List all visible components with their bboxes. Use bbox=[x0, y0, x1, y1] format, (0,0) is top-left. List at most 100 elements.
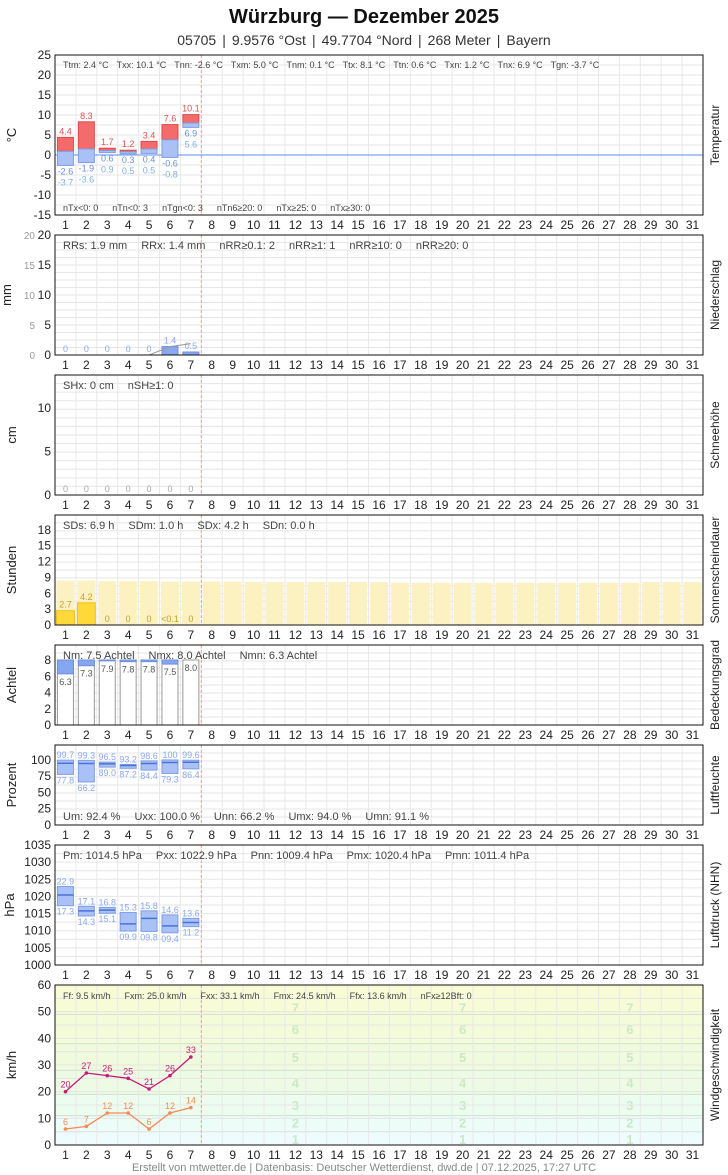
pressure-range-bar bbox=[140, 910, 158, 932]
clear-sky-bar bbox=[77, 659, 95, 667]
precip-label: 0 bbox=[63, 344, 68, 354]
y-tick-label: 50 bbox=[38, 785, 52, 799]
max-label: 99.6 bbox=[182, 750, 200, 760]
cloud-label: 7.8 bbox=[143, 665, 156, 675]
x-tick-label: 13 bbox=[310, 728, 324, 742]
x-tick-label: 3 bbox=[104, 498, 111, 512]
wind-point bbox=[84, 1124, 89, 1129]
stats-top: SHx: 0 cm nSH≥1: 0 bbox=[63, 380, 174, 392]
y-tick-label: 1010 bbox=[24, 924, 51, 938]
x-tick-label: 28 bbox=[623, 218, 637, 232]
possible-sunshine-bar bbox=[181, 581, 200, 625]
y-tick-label: 4 bbox=[44, 686, 51, 700]
possible-sunshine-bar bbox=[579, 582, 598, 625]
wind-point bbox=[63, 1089, 68, 1094]
stat-item: nTx<0: 0 bbox=[63, 203, 98, 213]
wind-point bbox=[63, 1127, 68, 1131]
x-tick-label: 30 bbox=[665, 1148, 679, 1162]
x-tick-label: 24 bbox=[540, 498, 554, 512]
possible-sunshine-bar bbox=[537, 582, 556, 625]
sunshine-bar bbox=[76, 602, 96, 626]
pressure-range-bar bbox=[56, 885, 74, 907]
x-tick-label: 25 bbox=[560, 218, 574, 232]
x-tick-label: 26 bbox=[581, 498, 595, 512]
x-tick-label: 29 bbox=[644, 728, 658, 742]
x-tick-label: 25 bbox=[560, 628, 574, 642]
x-tick-label: 17 bbox=[393, 628, 407, 642]
snow-label: 0 bbox=[188, 484, 193, 494]
x-tick-label: 29 bbox=[644, 358, 658, 372]
beaufort-number: 2 bbox=[626, 1115, 633, 1130]
x-tick-label: 8 bbox=[208, 358, 215, 372]
x-tick-label: 2 bbox=[83, 968, 90, 982]
y-axis-label: mm bbox=[0, 284, 14, 306]
x-tick-label: 13 bbox=[310, 218, 324, 232]
x-tick-label: 9 bbox=[229, 218, 236, 232]
panel-side-label: Schneehöhe bbox=[708, 401, 722, 469]
y-tick-label: 10 bbox=[38, 288, 52, 302]
x-tick-label: 8 bbox=[208, 218, 215, 232]
x-tick-label: 3 bbox=[104, 968, 111, 982]
x-tick-label: 21 bbox=[477, 1148, 491, 1162]
possible-sunshine-bar bbox=[265, 582, 284, 625]
precip-bar bbox=[161, 346, 179, 356]
x-tick-label: 14 bbox=[331, 1148, 345, 1162]
x-tick-label: 21 bbox=[477, 728, 491, 742]
y-tick-label: 0 bbox=[44, 488, 51, 502]
temp-min-bar bbox=[161, 139, 179, 158]
x-tick-label: 10 bbox=[247, 498, 261, 512]
x-tick-label: 8 bbox=[208, 728, 215, 742]
x-tick-label: 8 bbox=[208, 498, 215, 512]
y-tick-label: 0 bbox=[44, 718, 51, 732]
precip-label: 0 bbox=[147, 344, 152, 354]
y-tick-label: 5 bbox=[44, 128, 51, 142]
y-tick-label: 18 bbox=[38, 523, 52, 537]
x-tick-label: 14 bbox=[331, 728, 345, 742]
x-tick-label: 6 bbox=[167, 358, 174, 372]
y-tick-label-secondary: 15 bbox=[24, 261, 36, 272]
stats-top: SDs: 6.9 h SDm: 1.0 h SDx: 4.2 h SDn: 0.0 h bbox=[63, 520, 315, 532]
y-tick-label-secondary: 5 bbox=[29, 321, 35, 332]
y-tick-label: 10 bbox=[38, 401, 52, 415]
wind-point bbox=[168, 1073, 172, 1078]
x-tick-label: 21 bbox=[477, 498, 491, 512]
sunshine-label: 2.7 bbox=[59, 600, 72, 610]
stat-item: Tgn: -3.7 °C bbox=[551, 60, 600, 70]
x-tick-label: 28 bbox=[623, 1148, 637, 1162]
x-tick-label: 5 bbox=[146, 218, 153, 232]
x-tick-label: 20 bbox=[456, 1148, 470, 1162]
possible-sunshine-bar bbox=[223, 581, 242, 625]
x-tick-label: 4 bbox=[125, 1148, 132, 1162]
x-tick-label: 31 bbox=[686, 218, 700, 232]
precip-label: 0 bbox=[105, 344, 110, 354]
x-tick-label: 17 bbox=[393, 218, 407, 232]
stats-top: RRs: 1.9 mm RRx: 1.4 mm nRR≥0.1: 2 nRR≥1: 1… bbox=[63, 240, 468, 252]
possible-sunshine-bar bbox=[370, 582, 388, 625]
panel-side-label: Niederschlag bbox=[708, 260, 722, 330]
wind-point bbox=[189, 1105, 193, 1110]
stat-item: nRR≥20: 0 bbox=[416, 240, 469, 252]
x-tick-label: 28 bbox=[623, 628, 637, 642]
footer: Erstellt von mtwetter.de | Datenbasis: D… bbox=[131, 1162, 597, 1174]
x-tick-label: 17 bbox=[393, 968, 407, 982]
x-tick-label: 2 bbox=[83, 628, 90, 642]
x-tick-label: 3 bbox=[104, 628, 111, 642]
y-tick-label: 0 bbox=[44, 1138, 51, 1152]
x-tick-label: 11 bbox=[268, 628, 281, 642]
x-tick-label: 18 bbox=[414, 218, 428, 232]
wind-label: 14 bbox=[186, 1096, 196, 1106]
stat-item: Nm: 7.5 Achtel bbox=[63, 650, 135, 662]
wind-label: 6 bbox=[147, 1117, 152, 1127]
x-tick-label: 9 bbox=[229, 498, 236, 512]
y-tick-label: 1015 bbox=[24, 907, 51, 921]
x-tick-label: 8 bbox=[208, 628, 215, 642]
x-tick-label: 9 bbox=[229, 728, 236, 742]
possible-sunshine-bar bbox=[620, 582, 639, 625]
x-tick-label: 24 bbox=[540, 728, 554, 742]
beaufort-number: 6 bbox=[459, 1022, 466, 1037]
x-tick-label: 6 bbox=[167, 628, 174, 642]
x-tick-label: 12 bbox=[289, 968, 303, 982]
x-tick-label: 15 bbox=[351, 1148, 365, 1162]
temp-max-label: 7.6 bbox=[164, 114, 177, 124]
clear-sky-bar bbox=[161, 659, 179, 665]
